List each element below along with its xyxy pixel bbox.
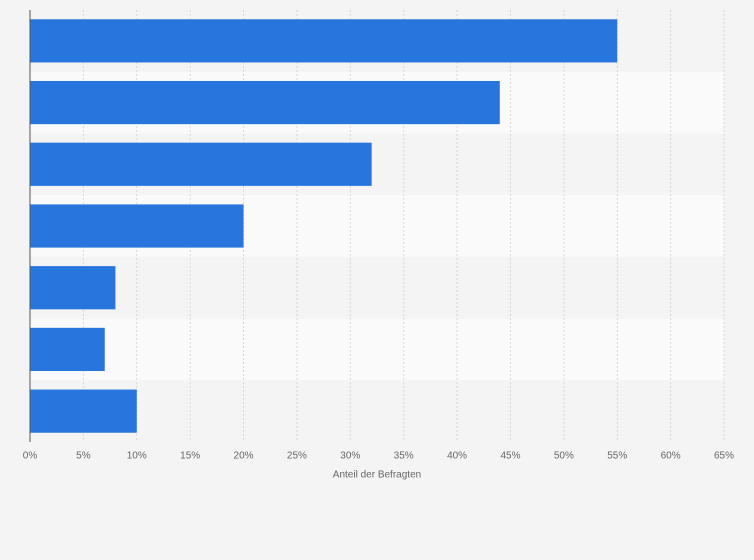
row-band bbox=[30, 256, 724, 319]
bar bbox=[30, 389, 137, 433]
bar bbox=[30, 142, 372, 186]
x-tick-label: 20% bbox=[234, 451, 254, 462]
bar bbox=[30, 80, 500, 125]
x-tick-label: 10% bbox=[127, 451, 147, 462]
x-tick-label: 25% bbox=[287, 451, 307, 462]
x-tick-label: 0% bbox=[23, 451, 38, 462]
x-tick-label: 40% bbox=[447, 451, 467, 462]
x-tick-label: 50% bbox=[554, 451, 574, 462]
row-band bbox=[30, 318, 724, 381]
x-tick-label: 65% bbox=[714, 451, 734, 462]
x-tick-label: 30% bbox=[340, 451, 360, 462]
bar bbox=[30, 327, 105, 372]
bar bbox=[30, 19, 618, 63]
bar bbox=[30, 266, 116, 310]
bars bbox=[30, 19, 618, 433]
x-tick-label: 35% bbox=[394, 451, 414, 462]
bar bbox=[30, 204, 244, 248]
x-tick-label: 5% bbox=[76, 451, 91, 462]
x-tick-label: 55% bbox=[607, 451, 627, 462]
x-tick-label: 45% bbox=[500, 451, 520, 462]
x-axis-label: Anteil der Befragten bbox=[333, 470, 421, 481]
x-tick-label: 60% bbox=[661, 451, 681, 462]
x-tick-label: 15% bbox=[180, 451, 200, 462]
row-band bbox=[30, 380, 724, 442]
